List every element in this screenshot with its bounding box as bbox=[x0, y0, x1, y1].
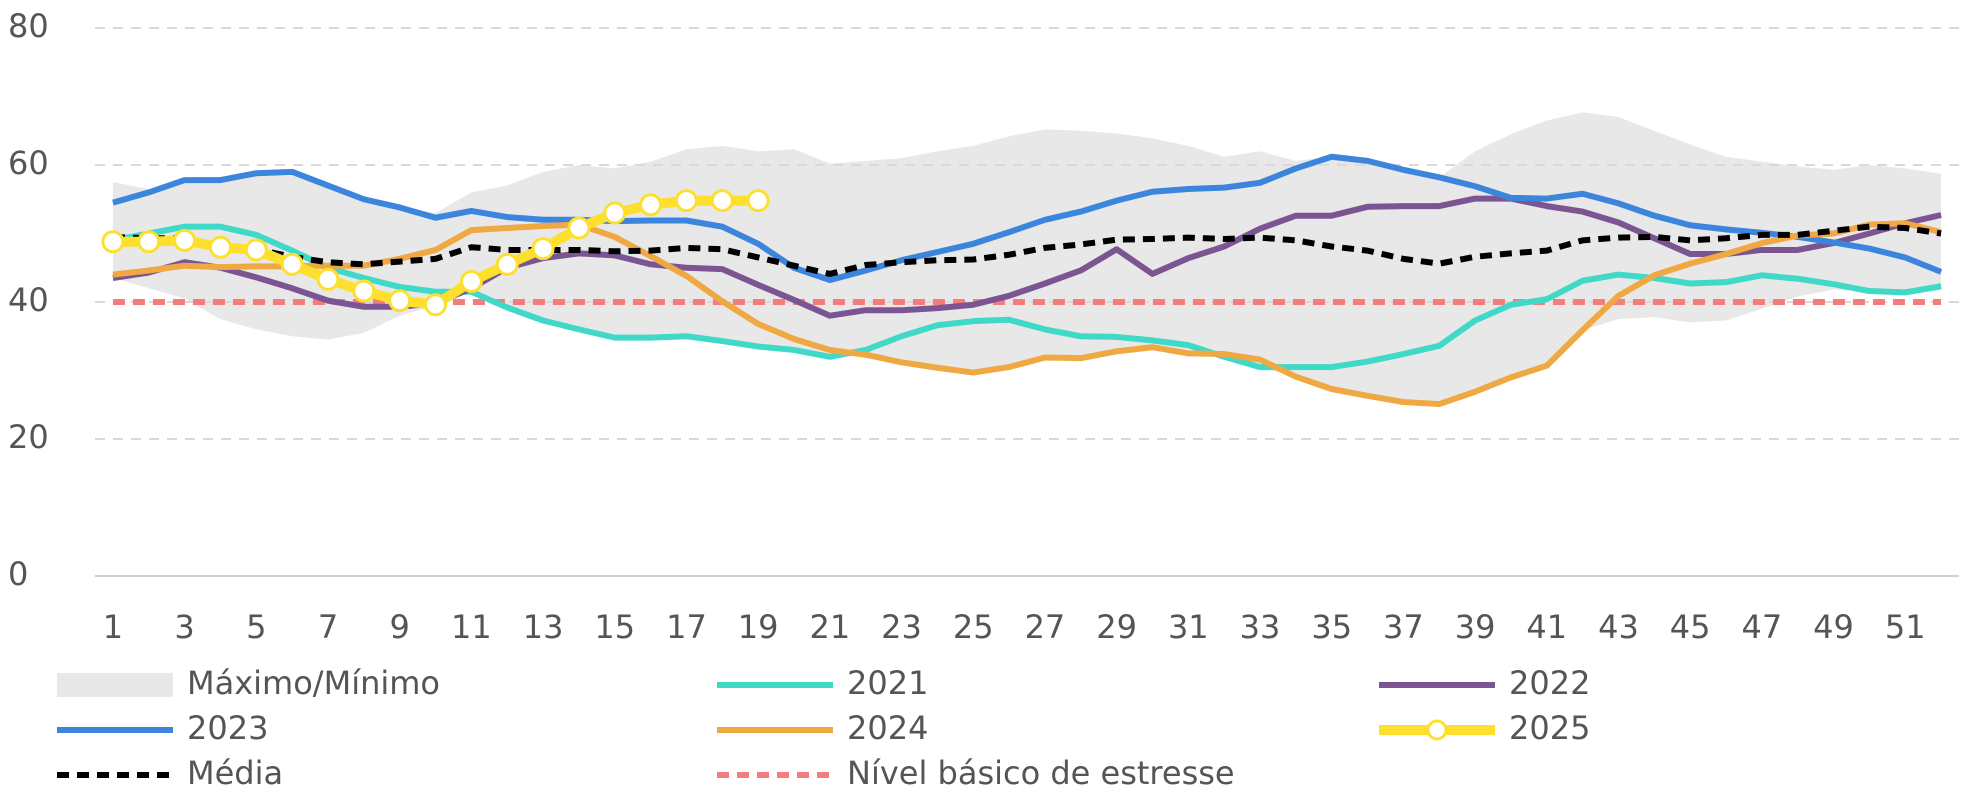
x-tick-label: 29 bbox=[1096, 608, 1137, 646]
x-tick-label: 31 bbox=[1168, 608, 1209, 646]
x-tick-label: 9 bbox=[390, 608, 410, 646]
point-marker bbox=[674, 189, 698, 213]
legend-label: 2023 bbox=[187, 709, 268, 747]
x-tick-label: 19 bbox=[738, 608, 779, 646]
point-marker bbox=[567, 216, 591, 240]
y-tick-label: 40 bbox=[8, 281, 49, 319]
x-tick-label: 23 bbox=[881, 608, 922, 646]
x-tick-label: 49 bbox=[1813, 608, 1854, 646]
point-marker bbox=[639, 193, 663, 217]
point-marker bbox=[388, 289, 412, 313]
x-tick-label: 35 bbox=[1311, 608, 1352, 646]
x-tick-label: 37 bbox=[1383, 608, 1424, 646]
point-marker bbox=[137, 230, 161, 254]
x-tick-label: 5 bbox=[246, 608, 266, 646]
x-tick-label: 7 bbox=[318, 608, 338, 646]
legend-item: 2021 bbox=[717, 664, 928, 702]
y-tick-label: 60 bbox=[8, 144, 49, 182]
point-marker bbox=[173, 228, 197, 252]
y-tick-label: 20 bbox=[8, 418, 49, 456]
point-marker bbox=[316, 267, 340, 291]
y-tick-label: 80 bbox=[8, 7, 49, 45]
x-tick-label: 11 bbox=[451, 608, 492, 646]
point-marker bbox=[495, 252, 519, 276]
legend-label: Nível básico de estresse bbox=[847, 754, 1235, 792]
legend-swatch bbox=[57, 673, 173, 697]
point-marker bbox=[424, 293, 448, 317]
x-tick-label: 21 bbox=[809, 608, 850, 646]
x-tick-label: 47 bbox=[1741, 608, 1782, 646]
legend-item: 2023 bbox=[57, 709, 268, 747]
point-marker bbox=[531, 237, 555, 261]
x-tick-label: 39 bbox=[1455, 608, 1496, 646]
legend-item: Máximo/Mínimo bbox=[57, 664, 440, 702]
x-tick-label: 27 bbox=[1025, 608, 1066, 646]
legend-label: Média bbox=[187, 754, 283, 792]
legend-label: 2025 bbox=[1509, 709, 1590, 747]
series-line bbox=[112, 223, 1942, 277]
point-marker bbox=[101, 230, 125, 254]
y-tick-label: 0 bbox=[8, 555, 28, 593]
point-marker bbox=[352, 279, 376, 303]
legend-item: Média bbox=[57, 754, 283, 792]
min-max-band bbox=[112, 112, 1942, 405]
point-marker bbox=[710, 189, 734, 213]
x-tick-label: 13 bbox=[523, 608, 564, 646]
x-tick-label: 43 bbox=[1598, 608, 1639, 646]
legend-item: 2022 bbox=[1379, 664, 1590, 702]
legend-label: 2021 bbox=[847, 664, 928, 702]
x-tick-label: 3 bbox=[174, 608, 194, 646]
point-marker bbox=[603, 201, 627, 225]
legend-item: 2024 bbox=[717, 709, 928, 747]
x-tick-label: 15 bbox=[594, 608, 635, 646]
legend-label: 2024 bbox=[847, 709, 928, 747]
series-line bbox=[112, 153, 1943, 284]
x-tick-label: 51 bbox=[1885, 608, 1926, 646]
series-line bbox=[112, 223, 1942, 371]
point-marker bbox=[280, 252, 304, 276]
x-tick-label: 25 bbox=[953, 608, 994, 646]
x-tick-label: 17 bbox=[666, 608, 707, 646]
point-marker bbox=[459, 269, 483, 293]
legend-item: Nível básico de estresse bbox=[717, 754, 1235, 792]
x-tick-label: 41 bbox=[1526, 608, 1567, 646]
point-marker bbox=[208, 235, 232, 259]
point-marker bbox=[746, 189, 770, 213]
series-line bbox=[112, 220, 1942, 408]
x-tick-label: 45 bbox=[1670, 608, 1711, 646]
x-tick-label: 33 bbox=[1240, 608, 1281, 646]
legend-marker bbox=[1426, 719, 1448, 741]
x-tick-label: 1 bbox=[103, 608, 123, 646]
point-marker bbox=[244, 238, 268, 262]
legend-item: 2025 bbox=[1379, 709, 1590, 747]
legend-label: 2022 bbox=[1509, 664, 1590, 702]
legend-label: Máximo/Mínimo bbox=[187, 664, 440, 702]
